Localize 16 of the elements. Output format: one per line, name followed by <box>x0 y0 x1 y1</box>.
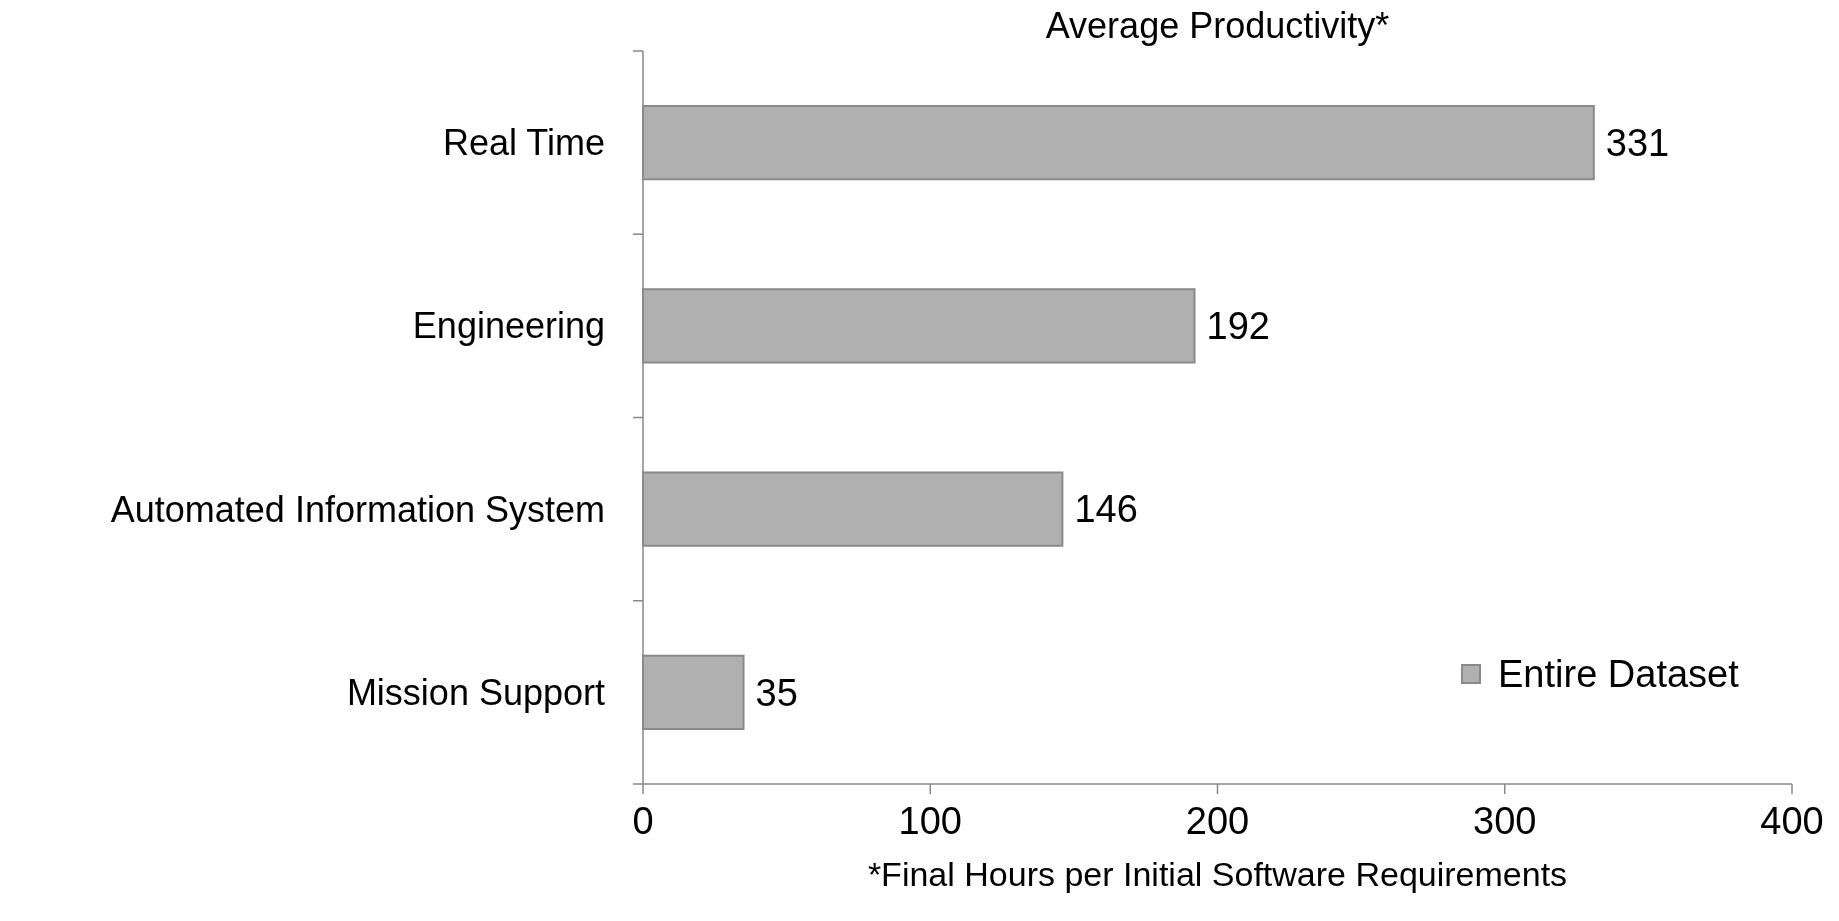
x-tick-label: 300 <box>1473 800 1537 842</box>
x-tick-label: 0 <box>632 800 654 842</box>
x-tick-label: 100 <box>898 800 962 842</box>
y-tick-label: Real Time <box>442 122 605 164</box>
y-tick-label: Mission Support <box>346 671 605 713</box>
data-label: 192 <box>1206 305 1270 348</box>
data-label: 331 <box>1605 121 1670 164</box>
x-tick-label: 200 <box>1185 800 1250 842</box>
x-axis-title: *Final Hours per Initial Software Requirements <box>867 855 1568 893</box>
legend-label: Entire Dataset <box>1498 653 1740 696</box>
x-tick-label: 400 <box>1760 800 1824 842</box>
data-label: 146 <box>1074 488 1138 531</box>
y-tick-label: Automated Information System <box>110 488 605 530</box>
y-tick-label: Engineering <box>412 305 605 347</box>
data-label: 35 <box>755 671 798 714</box>
chart-title: Average Productivity* <box>1045 5 1390 46</box>
